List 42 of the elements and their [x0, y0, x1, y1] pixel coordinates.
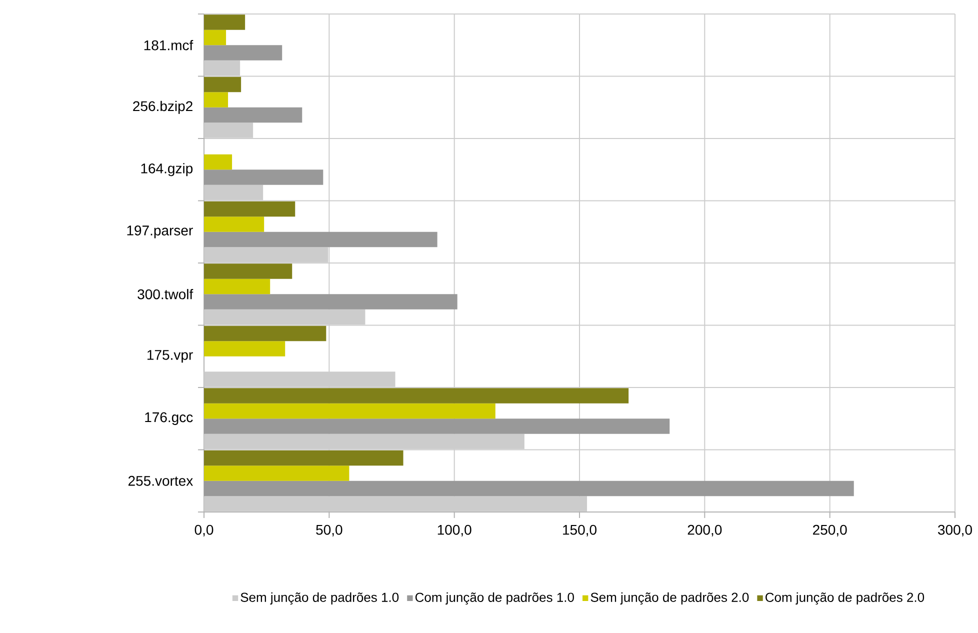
bar: [204, 76, 242, 92]
bar: [204, 216, 264, 232]
bar: [204, 278, 270, 294]
y-tick-label: 175.vpr: [148, 350, 193, 363]
y-tick-label: 197.parser: [127, 226, 193, 238]
bar: [204, 294, 458, 310]
y-tick-label: 256.bzip2: [133, 100, 192, 114]
bar: [204, 92, 228, 108]
y-tick-label: 164.gzip: [141, 163, 193, 176]
bar: [204, 107, 302, 123]
bar: [204, 14, 246, 30]
bar: [204, 45, 282, 60]
bar: [204, 264, 292, 279]
bar: [204, 30, 226, 46]
bar: [204, 388, 629, 404]
y-tick-label: 176.gcc: [145, 412, 193, 425]
y-tick-label: 181.mcf: [144, 40, 194, 50]
bar: [204, 170, 324, 185]
legend-label: Sem junção de padrões 1.0: [240, 592, 399, 605]
legend-label: Com junção de padrões 1.0: [415, 592, 574, 605]
bar: [204, 154, 232, 170]
x-tick-label: 200,0: [688, 524, 722, 536]
y-tick-label: 300.twolf: [138, 288, 194, 300]
bar: [204, 403, 496, 419]
bar: [204, 326, 326, 342]
bar: [204, 450, 404, 466]
y-tick-label: 255.vortex: [128, 476, 193, 486]
bar: [204, 496, 588, 512]
bar: [204, 232, 438, 248]
legend-label: Sem junção de padrões 2.0: [590, 592, 749, 605]
x-tick-label: 300,0: [938, 524, 972, 536]
x-tick-label: 100,0: [438, 524, 472, 536]
x-tick-label: 0,0: [194, 524, 214, 536]
x-tick-label: 150,0: [563, 524, 596, 536]
bar: [204, 466, 350, 481]
bar: [204, 341, 286, 356]
x-tick-label: 50,0: [316, 524, 342, 536]
bar: [204, 418, 670, 434]
bar: [204, 201, 296, 217]
legend-label: Com junção de padrões 2.0: [766, 592, 924, 605]
x-tick-label: 250,0: [813, 524, 847, 536]
bar: [204, 480, 854, 496]
